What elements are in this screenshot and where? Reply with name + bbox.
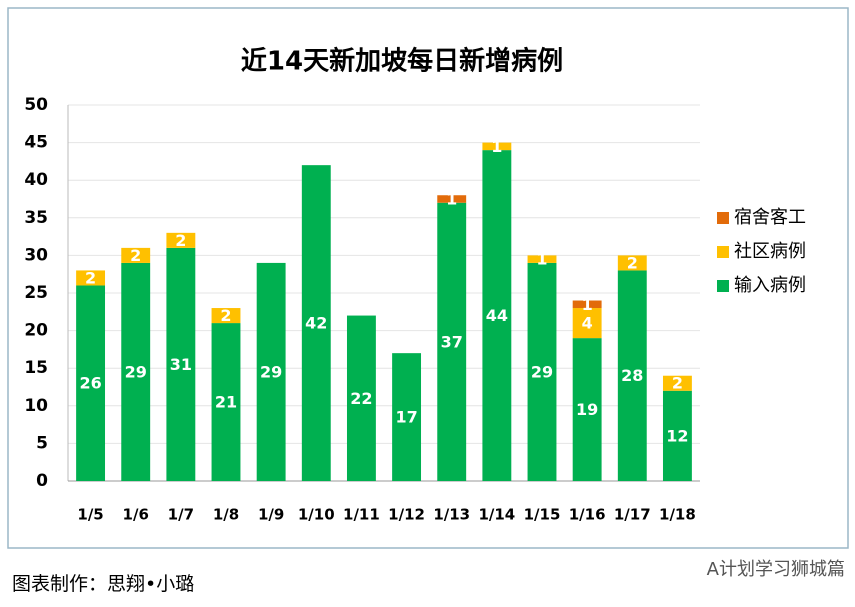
bar-segment xyxy=(482,150,512,481)
chart-title: 近14天新加坡每日新增病例 xyxy=(241,46,563,77)
x-tick-label: 1/11 xyxy=(343,506,380,524)
data-label: 42 xyxy=(305,314,327,333)
y-tick-label: 15 xyxy=(24,358,48,378)
data-label: 31 xyxy=(170,355,192,374)
data-label: 2 xyxy=(220,306,231,325)
bar-segment xyxy=(617,270,647,481)
bar-segment xyxy=(527,255,557,263)
y-tick-label: 50 xyxy=(24,95,48,115)
y-tick-label: 20 xyxy=(24,321,48,341)
legend-label: 社区病例 xyxy=(734,241,806,262)
data-label: 2 xyxy=(175,231,186,250)
x-tick-label: 1/16 xyxy=(569,506,606,524)
data-label: 1 xyxy=(536,250,547,269)
bar-segment xyxy=(617,255,647,271)
data-label: 12 xyxy=(666,426,688,445)
data-label: 2 xyxy=(130,246,141,265)
data-label: 1 xyxy=(446,190,457,209)
data-label: 29 xyxy=(260,362,282,381)
bar-segment xyxy=(346,315,376,481)
bar-segment xyxy=(301,165,331,481)
bar-segment xyxy=(121,262,151,481)
x-tick-label: 1/15 xyxy=(524,506,561,524)
bar-segment xyxy=(211,323,241,481)
y-tick-label: 45 xyxy=(24,133,48,153)
x-tick-label: 1/8 xyxy=(213,506,239,524)
watermark: A计划学习狮城篇 xyxy=(707,559,845,580)
legend-swatch xyxy=(717,280,729,292)
legend-label: 宿舍客工 xyxy=(734,207,806,228)
bar-segment xyxy=(527,262,557,481)
x-tick-label: 1/10 xyxy=(298,506,335,524)
y-tick-label: 25 xyxy=(24,283,48,303)
data-label: 22 xyxy=(350,389,372,408)
legend-swatch xyxy=(717,212,729,224)
caption: 图表制作：思翔•小璐 xyxy=(12,573,194,595)
bar-segment xyxy=(572,338,602,481)
data-label: 44 xyxy=(486,306,508,325)
x-tick-label: 1/18 xyxy=(659,506,696,524)
bar-segment xyxy=(437,195,467,203)
bar-segment xyxy=(121,247,151,263)
x-tick-label: 1/13 xyxy=(433,506,470,524)
data-label: 4 xyxy=(582,314,593,333)
data-label: 29 xyxy=(125,362,147,381)
data-label: 2 xyxy=(672,374,683,393)
y-tick-label: 35 xyxy=(24,208,48,228)
x-tick-label: 1/9 xyxy=(258,506,284,524)
y-tick-label: 40 xyxy=(24,170,48,190)
y-tick-label: 10 xyxy=(24,396,48,416)
legend-swatch xyxy=(717,246,729,258)
y-tick-label: 5 xyxy=(36,433,48,453)
data-label: 19 xyxy=(576,400,598,419)
data-label: 21 xyxy=(215,393,237,412)
bar-segment xyxy=(392,353,422,481)
x-tick-label: 1/7 xyxy=(168,506,194,524)
data-label: 2 xyxy=(627,253,638,272)
data-label: 29 xyxy=(531,362,553,381)
bar-segment xyxy=(662,390,692,481)
bar-segment xyxy=(166,247,196,481)
x-tick-label: 1/14 xyxy=(478,506,515,524)
bar-segment xyxy=(482,142,512,151)
bar-segment xyxy=(662,375,692,391)
x-tick-label: 1/6 xyxy=(123,506,149,524)
data-label: 1 xyxy=(491,137,502,156)
bar-segment xyxy=(76,270,106,286)
x-tick-label: 1/12 xyxy=(388,506,425,524)
bar-segment xyxy=(256,262,286,481)
data-label: 17 xyxy=(395,408,417,427)
data-label: 37 xyxy=(441,332,463,351)
data-label: 1 xyxy=(582,295,593,314)
bar-segment xyxy=(76,285,106,481)
y-tick-label: 30 xyxy=(24,245,48,265)
bar-segment xyxy=(437,202,467,481)
x-tick-label: 1/5 xyxy=(77,506,103,524)
y-tick-label: 0 xyxy=(36,471,48,491)
data-label: 2 xyxy=(85,268,96,287)
legend-label: 输入病例 xyxy=(734,275,806,296)
data-label: 26 xyxy=(79,374,101,393)
data-label: 28 xyxy=(621,366,643,385)
x-tick-label: 1/17 xyxy=(614,506,651,524)
bar-segment xyxy=(572,308,602,339)
bar-segment xyxy=(166,232,196,248)
bar-segment xyxy=(572,300,602,309)
bar-segment xyxy=(211,308,241,324)
